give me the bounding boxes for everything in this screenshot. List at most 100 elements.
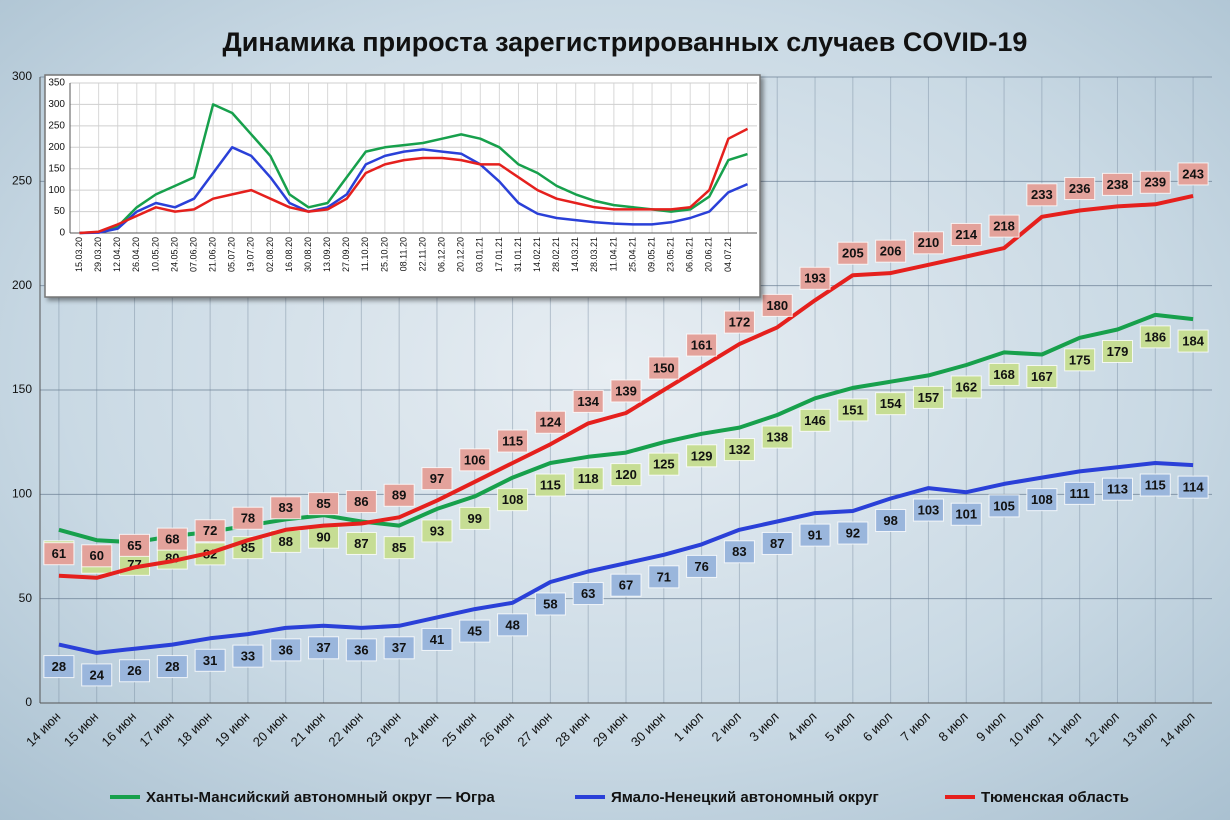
value-label-box	[1177, 475, 1209, 499]
value-label: 132	[729, 442, 751, 457]
x-tick-label: 24.05.20	[169, 237, 179, 272]
series-line	[79, 146, 748, 235]
value-label-box	[761, 531, 793, 555]
y-tick-label: 300	[48, 99, 65, 110]
value-label: 115	[1145, 477, 1166, 492]
value-label: 45	[468, 624, 482, 639]
value-label-box	[81, 544, 113, 568]
series-line	[58, 461, 1194, 655]
x-tick-label: 05.07.20	[227, 237, 237, 272]
value-label-box	[1177, 329, 1209, 353]
y-tick-label: 150	[48, 163, 65, 174]
x-tick-label: 20.12.20	[456, 237, 466, 272]
value-label: 118	[578, 471, 599, 486]
value-label: 71	[657, 569, 671, 584]
value-label: 85	[241, 540, 255, 555]
value-label: 85	[392, 540, 406, 555]
value-label-box	[345, 531, 377, 555]
series-line	[79, 103, 748, 235]
value-label-box	[799, 523, 831, 547]
value-label: 37	[392, 640, 406, 655]
value-label-box	[421, 467, 453, 491]
value-label-box	[459, 619, 491, 643]
value-label-box	[1026, 365, 1058, 389]
value-label: 67	[619, 578, 633, 593]
value-label: 83	[279, 500, 293, 515]
value-label: 60	[89, 548, 103, 563]
y-tick-label: 200	[48, 142, 65, 153]
value-label: 243	[1182, 166, 1204, 181]
y-tick-label: 150	[12, 382, 32, 396]
value-label-box	[1177, 162, 1209, 186]
value-label: 105	[993, 498, 1015, 513]
value-label: 48	[505, 617, 519, 632]
value-label-box	[912, 385, 944, 409]
x-tick-label: 04.07.21	[723, 237, 733, 272]
value-label-box	[497, 429, 529, 453]
value-label-box	[421, 627, 453, 651]
y-tick-label: 200	[12, 278, 32, 292]
value-label: 236	[1069, 181, 1091, 196]
value-label: 210	[918, 235, 940, 250]
value-label: 161	[691, 337, 713, 352]
value-label: 168	[993, 367, 1015, 382]
value-label: 87	[770, 536, 784, 551]
value-label-box	[383, 636, 415, 660]
value-label: 139	[615, 383, 637, 398]
value-label: 233	[1031, 187, 1053, 202]
x-tick-label: 07.06.20	[188, 237, 198, 272]
value-label-box	[875, 509, 907, 533]
value-label: 78	[241, 511, 255, 526]
value-label: 93	[430, 523, 444, 538]
value-label: 31	[203, 653, 217, 668]
value-label: 146	[804, 413, 826, 428]
value-label-box	[686, 554, 718, 578]
y-tick-label: 50	[19, 591, 33, 605]
value-label-box	[345, 490, 377, 514]
value-label-box	[610, 573, 642, 597]
x-tick-label: 30.08.20	[303, 237, 313, 272]
value-label-box	[1139, 473, 1171, 497]
value-label-box	[837, 521, 869, 545]
value-label: 184	[1182, 333, 1204, 348]
x-tick-label: 10.05.20	[150, 237, 160, 272]
y-tick-label: 250	[12, 174, 32, 188]
y-tick-label: 100	[48, 185, 65, 196]
x-tick-label: 27.09.20	[341, 237, 351, 272]
value-label-box	[497, 488, 529, 512]
x-tick-label: 20.06.21	[704, 237, 714, 272]
value-label: 92	[846, 525, 860, 540]
x-tick-label: 25.10.20	[379, 237, 389, 272]
value-label: 108	[1031, 492, 1053, 507]
value-label-box	[988, 494, 1020, 518]
value-label-box	[572, 467, 604, 491]
value-label-box	[1026, 488, 1058, 512]
value-label: 97	[430, 471, 444, 486]
value-label-box	[270, 496, 302, 520]
y-tick-label: 250	[48, 120, 65, 131]
x-tick-label: 09.05.21	[646, 237, 656, 272]
value-label-box	[383, 483, 415, 507]
value-label-box	[383, 536, 415, 560]
value-label: 186	[1144, 329, 1166, 344]
value-label: 157	[918, 390, 940, 405]
value-label-box	[648, 452, 680, 476]
series-line	[79, 127, 749, 235]
value-label: 68	[165, 532, 179, 547]
value-label-box	[1026, 183, 1058, 207]
value-label-box	[723, 310, 755, 334]
x-tick-label: 19.07.20	[246, 237, 256, 272]
x-tick-label: 11.10.20	[360, 237, 370, 271]
value-label-box	[81, 663, 113, 687]
value-label: 129	[691, 448, 713, 463]
value-label: 172	[729, 315, 751, 330]
value-label: 63	[581, 586, 595, 601]
value-label-box	[232, 644, 264, 668]
value-label: 120	[615, 467, 637, 482]
value-label: 103	[918, 503, 940, 518]
x-tick-label: 26.04.20	[131, 237, 141, 272]
legend-label: Тюменская область	[981, 789, 1129, 806]
value-label-box	[43, 542, 75, 566]
value-label-box	[119, 659, 151, 683]
value-label: 98	[883, 513, 897, 528]
